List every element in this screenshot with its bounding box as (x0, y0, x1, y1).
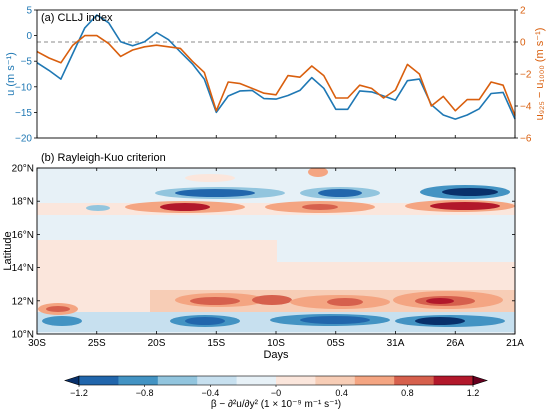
colorbar-tick-label: 0.4 (335, 388, 348, 398)
y-tick-label: 18°N (12, 197, 34, 208)
colorbar-segment (79, 376, 119, 385)
panel-a: −20−15−10−505 −6−4−202 (a) CLLJ index u … (5, 6, 546, 145)
x-tick-label: 10S (267, 338, 285, 349)
colorbar-segment (315, 376, 356, 385)
colorbar-segment (236, 376, 277, 385)
heatmap-cell (302, 204, 338, 210)
left-tick-label: −5 (21, 57, 33, 68)
x-tick-label: 21A (506, 338, 524, 349)
left-tick-label: −10 (15, 82, 32, 93)
x-tick-label: 15S (207, 338, 225, 349)
colorbar-tick-label: −0 (271, 388, 281, 398)
series-line-cllj-index (36, 14, 516, 120)
heatmap-cell (175, 189, 255, 197)
right-tick-label: −2 (520, 70, 532, 81)
y-tick-label: 12°N (12, 296, 34, 307)
heatmap-cell (426, 298, 454, 304)
colorbar: −1.2 −0.8 −0.4 −0 0.4 0.8 1.2 β − ∂²u/∂y² (1 ×… (64, 375, 488, 410)
colorbar-segment (157, 376, 198, 385)
x-axis-label: Days (263, 349, 289, 361)
left-tick-label: 0 (26, 31, 32, 42)
heatmap-cell (308, 168, 328, 177)
heatmap-cell (430, 202, 500, 210)
x-tick-label: 25S (88, 338, 106, 349)
y-tick-label: 16°N (12, 230, 34, 241)
y-tick-label: 14°N (12, 263, 34, 274)
heatmap-cell (46, 306, 70, 312)
colorbar-tick-label: −0.4 (201, 388, 219, 398)
panel-b: 30S 25S 20S 15S 10S 05S 31A 26A 21A 10°N 12°N 14°N… (2, 152, 524, 361)
colorbar-segment (354, 376, 395, 385)
right-tick-label: 0 (520, 38, 526, 49)
x-tick-label: 05S (327, 338, 345, 349)
heatmap-cell (318, 189, 362, 197)
y-tick-label: 10°N (12, 330, 34, 341)
heatmap-cell (160, 203, 210, 211)
colorbar-label: β − ∂²u/∂y² (1 × 10⁻⁹ m⁻¹ s⁻¹) (211, 399, 341, 410)
x-tick-label: 26A (446, 338, 464, 349)
heatmap-cell (86, 205, 110, 211)
right-tick-label: −4 (520, 102, 532, 113)
y-tick-label: 20°N (12, 164, 34, 175)
heatmap-cell (252, 295, 292, 305)
colorbar-tick-label: −0.8 (136, 388, 154, 398)
heatmap-cell (185, 174, 235, 182)
x-tick-label: 20S (148, 338, 166, 349)
left-tick-label: 5 (26, 6, 32, 17)
colorbar-tick-label: 1.2 (467, 388, 480, 398)
y-axis-label: Latitude (2, 231, 14, 270)
heatmap-field (37, 168, 515, 332)
panel-b-title: (b) Rayleigh-Kuo criterion (41, 152, 166, 164)
colorbar-extend-high (472, 375, 488, 386)
colorbar-segment (433, 376, 474, 385)
panel-a-title: (a) CLLJ index (41, 12, 113, 24)
right-tick-label: 2 (520, 6, 526, 17)
colorbar-tick-label: 0.8 (401, 388, 414, 398)
heatmap-cell (327, 298, 363, 306)
heatmap-cell (185, 317, 225, 325)
heatmap-cell (442, 188, 498, 196)
heatmap-cell (190, 297, 240, 305)
colorbar-extend-low (64, 375, 80, 386)
left-tick-label: −15 (15, 108, 32, 119)
colorbar-segment (197, 376, 237, 385)
series-line-wind-shear (36, 34, 516, 116)
x-tick-label: 31A (387, 338, 405, 349)
colorbar-tick-label: −1.2 (70, 388, 88, 398)
heatmap-cell (300, 316, 370, 324)
colorbar-segment (118, 376, 159, 385)
panel-a-frame (36, 9, 516, 139)
x-tick-label: 30S (28, 338, 46, 349)
colorbar-segment (394, 376, 434, 385)
left-tick-label: −20 (15, 134, 32, 145)
right-tick-label: −6 (520, 134, 532, 145)
heatmap-cell (415, 317, 465, 325)
right-axis-label: u₉₂₅ − u₁₀₀₀ (m s⁻¹) (534, 28, 546, 121)
colorbar-segment (276, 376, 316, 385)
heatmap-cell (42, 316, 82, 326)
left-axis-label: u (m s⁻¹) (5, 52, 17, 96)
